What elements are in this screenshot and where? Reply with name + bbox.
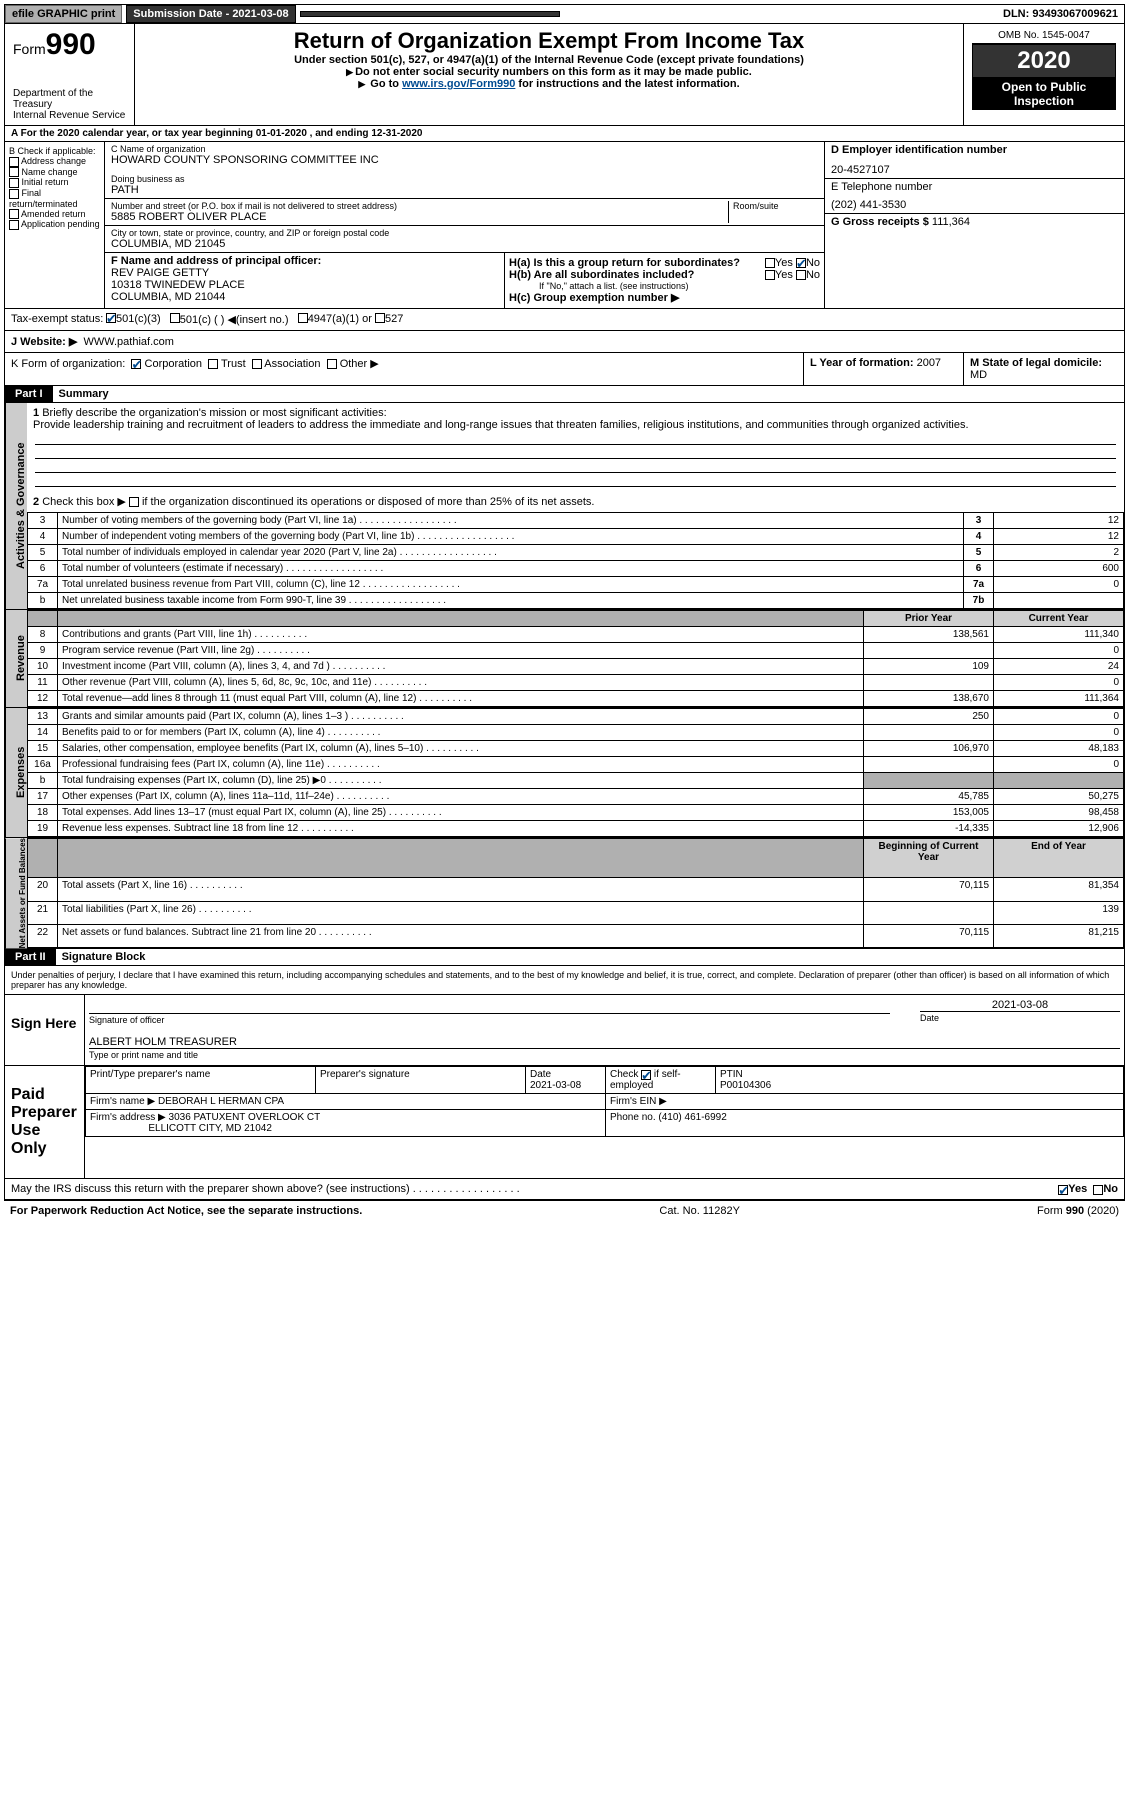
chk-amended[interactable]: Amended return [9,209,100,220]
chk-final[interactable]: Final return/terminated [9,188,100,209]
col-b-checkboxes: B Check if applicable: Address change Na… [5,142,105,308]
chk-q2[interactable] [129,497,139,507]
top-bar: efile GRAPHIC print Submission Date - 20… [4,4,1125,24]
chk-501c[interactable] [170,313,180,323]
chk-pending[interactable]: Application pending [9,219,100,230]
side-label-rev: Revenue [5,610,27,707]
section-net-assets: Net Assets or Fund Balances Beginning of… [4,838,1125,949]
table-net-assets: Beginning of Current YearEnd of Year20To… [27,838,1124,948]
subtitle-1: Under section 501(c), 527, or 4947(a)(1)… [139,54,959,66]
cell-city: City or town, state or province, country… [105,226,824,253]
irs-link[interactable]: www.irs.gov/Form990 [402,78,515,90]
chk-trust[interactable] [208,359,218,369]
side-label-gov: Activities & Governance [5,403,27,609]
tax-year: 2020 [972,44,1116,78]
chk-discuss-yes[interactable] [1058,1185,1068,1195]
section-activities-governance: Activities & Governance 1 Briefly descri… [4,403,1125,610]
omb-number: OMB No. 1545-0047 [972,28,1116,44]
table-revenue: Prior YearCurrent Year8Contributions and… [27,610,1124,707]
side-label-na: Net Assets or Fund Balances [5,838,27,948]
row-a: A For the 2020 calendar year, or tax yea… [4,126,1125,142]
q2-discontinued: 2 Check this box ▶ if the organization d… [27,491,1124,512]
chk-527[interactable] [375,313,385,323]
chk-initial[interactable]: Initial return [9,177,100,188]
cell-f-officer: F Name and address of principal officer:… [105,253,504,308]
subtitle-2: Do not enter social security numbers on … [139,66,959,78]
blank-button[interactable] [300,11,560,17]
side-label-exp: Expenses [5,708,27,837]
chk-address[interactable]: Address change [9,156,100,167]
form-number: Form990 [13,28,126,62]
submission-date-button[interactable]: Submission Date - 2021-03-08 [126,5,295,23]
chk-corp[interactable] [131,359,141,369]
chk-assoc[interactable] [252,359,262,369]
sign-here-block: Sign Here Signature of officer 2021-03-0… [4,995,1125,1066]
cell-g-receipts: G Gross receipts $ 111,364 [825,214,1124,230]
table-governance: 3Number of voting members of the governi… [27,512,1124,609]
part-ii-header: Part IISignature Block [4,949,1125,966]
chk-self-employed[interactable] [641,1070,651,1080]
chk-other[interactable] [327,359,337,369]
chk-4947[interactable] [298,313,308,323]
table-paid-preparer: Print/Type preparer's name Preparer's si… [85,1066,1124,1137]
section-expenses: Expenses 13Grants and similar amounts pa… [4,708,1125,838]
paid-preparer-block: Paid Preparer Use Only Print/Type prepar… [4,1066,1125,1179]
cell-e-phone: E Telephone number (202) 441-3530 [825,179,1124,214]
dln-label: DLN: 93493067009621 [997,6,1124,22]
footer-row: For Paperwork Reduction Act Notice, see … [4,1200,1125,1221]
dept-label: Department of the Treasury Internal Reve… [13,88,126,121]
open-to-public: Open to PublicInspection [972,78,1116,110]
q1-mission: 1 Briefly describe the organization's mi… [27,403,1124,491]
section-b-h: B Check if applicable: Address change Na… [4,142,1125,309]
row-i-tax-exempt: Tax-exempt status: 501(c)(3) 501(c) ( ) … [4,309,1125,331]
chk-name[interactable]: Name change [9,167,100,178]
penalty-text: Under penalties of perjury, I declare th… [4,966,1125,995]
cell-d-ein: D Employer identification number 20-4527… [825,142,1124,179]
efile-button[interactable]: efile GRAPHIC print [5,5,122,23]
footer-discuss: May the IRS discuss this return with the… [4,1179,1125,1200]
chk-discuss-no[interactable] [1093,1185,1103,1195]
cell-org-name: C Name of organization HOWARD COUNTY SPO… [105,142,824,199]
chk-501c3[interactable] [106,313,116,323]
form-header: Form990 Department of the Treasury Inter… [4,24,1125,126]
section-revenue: Revenue Prior YearCurrent Year8Contribut… [4,610,1125,708]
table-expenses: 13Grants and similar amounts paid (Part … [27,708,1124,837]
cell-h: H(a) Is this a group return for subordin… [504,253,824,308]
cell-address: Number and street (or P.O. box if mail i… [105,199,824,226]
form-title: Return of Organization Exempt From Incom… [139,28,959,54]
part-i-header: Part ISummary [4,386,1125,403]
row-j-website: J Website: ▶ WWW.pathiaf.com [4,331,1125,353]
row-klm: K Form of organization: Corporation Trus… [4,353,1125,386]
subtitle-3: Go to www.irs.gov/Form990 for instructio… [139,78,959,90]
